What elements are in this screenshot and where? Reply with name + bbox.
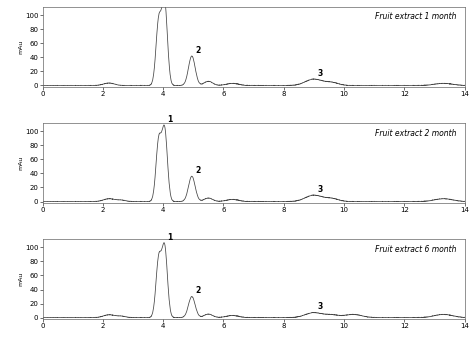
Text: 2: 2 [195,166,201,175]
Text: 3: 3 [317,69,322,78]
Y-axis label: mAu: mAu [18,40,24,54]
Text: 1: 1 [167,233,173,241]
Text: 1: 1 [167,115,173,124]
Text: 3: 3 [317,303,322,311]
Y-axis label: mAu: mAu [18,156,24,170]
Text: 2: 2 [195,46,201,55]
Text: Fruit extract 6 month: Fruit extract 6 month [374,245,456,253]
Text: 3: 3 [317,185,322,194]
Text: 2: 2 [195,286,201,295]
Y-axis label: mAu: mAu [18,272,24,286]
Text: Fruit extract 1 month: Fruit extract 1 month [374,12,456,22]
Text: Fruit extract 2 month: Fruit extract 2 month [374,129,456,138]
